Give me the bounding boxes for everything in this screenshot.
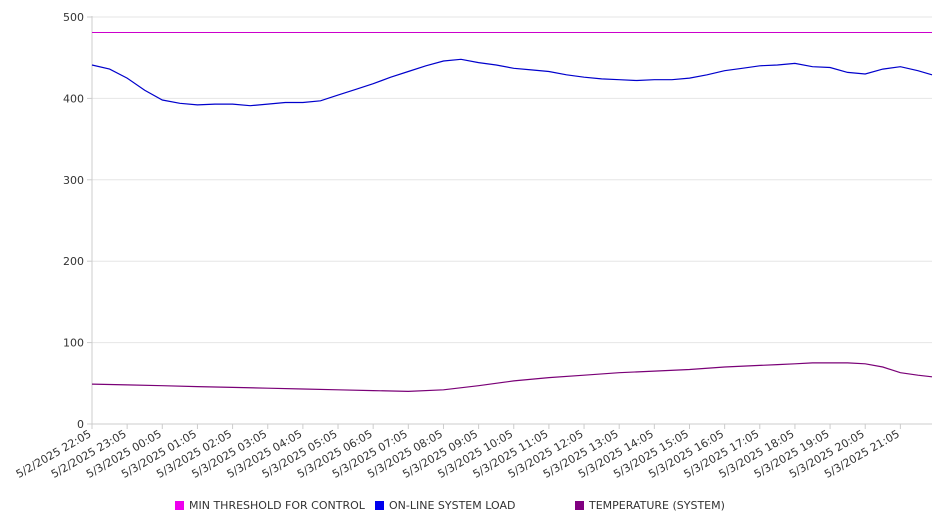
y-tick-label: 100 — [63, 337, 84, 350]
x-axis-ticks: 5/2/2025 22:055/2/2025 23:055/3/2025 00:… — [14, 424, 902, 481]
legend-swatch-load — [375, 501, 384, 510]
y-axis-ticks: 0 100 200 300 400 500 — [63, 11, 92, 431]
legend-swatch-temperature — [575, 501, 584, 510]
y-tick-label: 200 — [63, 255, 84, 268]
y-tick-label: 400 — [63, 92, 84, 105]
series-lines — [91, 32, 933, 393]
legend-item-threshold[interactable]: MIN THRESHOLD FOR CONTROL — [175, 499, 365, 512]
legend-item-temperature[interactable]: TEMPERATURE (SYSTEM) — [575, 499, 725, 512]
legend-item-load[interactable]: ON-LINE SYSTEM LOAD — [375, 499, 515, 512]
line-chart: 0 100 200 300 400 500 5/2/2025 22:055/2/2025 … — [14, 11, 933, 481]
y-tick-label: 300 — [63, 174, 84, 187]
series-temperature-line — [91, 362, 933, 393]
legend-label-threshold: MIN THRESHOLD FOR CONTROL — [189, 499, 365, 512]
legend-swatch-threshold — [175, 501, 184, 510]
series-system-load-line — [91, 58, 933, 107]
legend-label-temperature: TEMPERATURE (SYSTEM) — [589, 499, 725, 512]
y-tick-label: 0 — [77, 418, 84, 431]
legend-label-load: ON-LINE SYSTEM LOAD — [389, 499, 516, 512]
gridlines — [92, 16, 932, 344]
legend: MIN THRESHOLD FOR CONTROL ON-LINE SYSTEM… — [0, 499, 946, 515]
y-tick-label: 500 — [63, 11, 84, 24]
axes — [91, 16, 932, 425]
